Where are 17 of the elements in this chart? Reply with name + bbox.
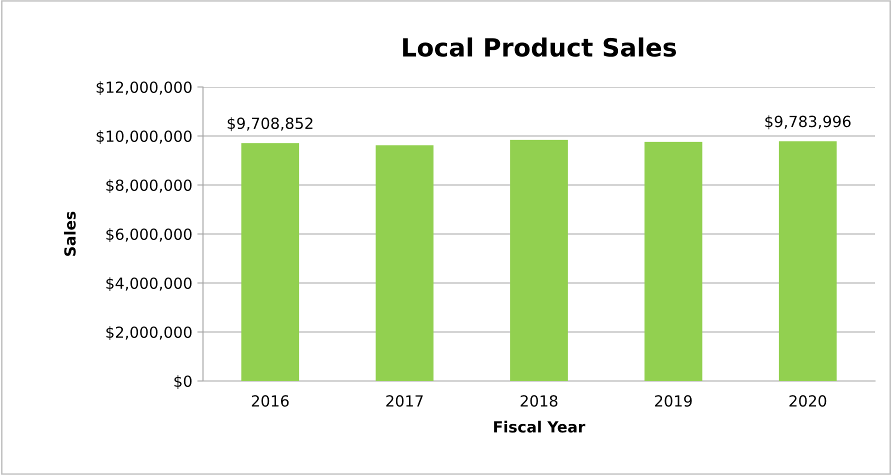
y-axis-title: Sales (64, 212, 76, 256)
y-tick-label: $10,000,000 (96, 130, 192, 144)
x-tick-label: 2020 (789, 395, 826, 407)
y-tick-label: $4,000,000 (106, 277, 192, 292)
y-tick-label: $8,000,000 (106, 179, 192, 194)
x-tick-label: 2018 (520, 395, 558, 407)
x-tick-label: 2019 (655, 395, 692, 407)
x-axis-title: Fiscal Year (494, 420, 586, 433)
data-label: $9,783,996 (765, 115, 851, 130)
data-label: $9,708,852 (228, 117, 312, 132)
x-tick-label: 2017 (386, 395, 423, 407)
chart-title: Local Product Sales (403, 37, 676, 57)
y-tick-label: $0 (174, 375, 192, 390)
y-tick-label: $12,000,000 (96, 81, 192, 96)
x-tick-label: 2016 (252, 395, 289, 407)
y-tick-label: $6,000,000 (106, 228, 192, 242)
y-tick-label: $2,000,000 (106, 326, 192, 340)
